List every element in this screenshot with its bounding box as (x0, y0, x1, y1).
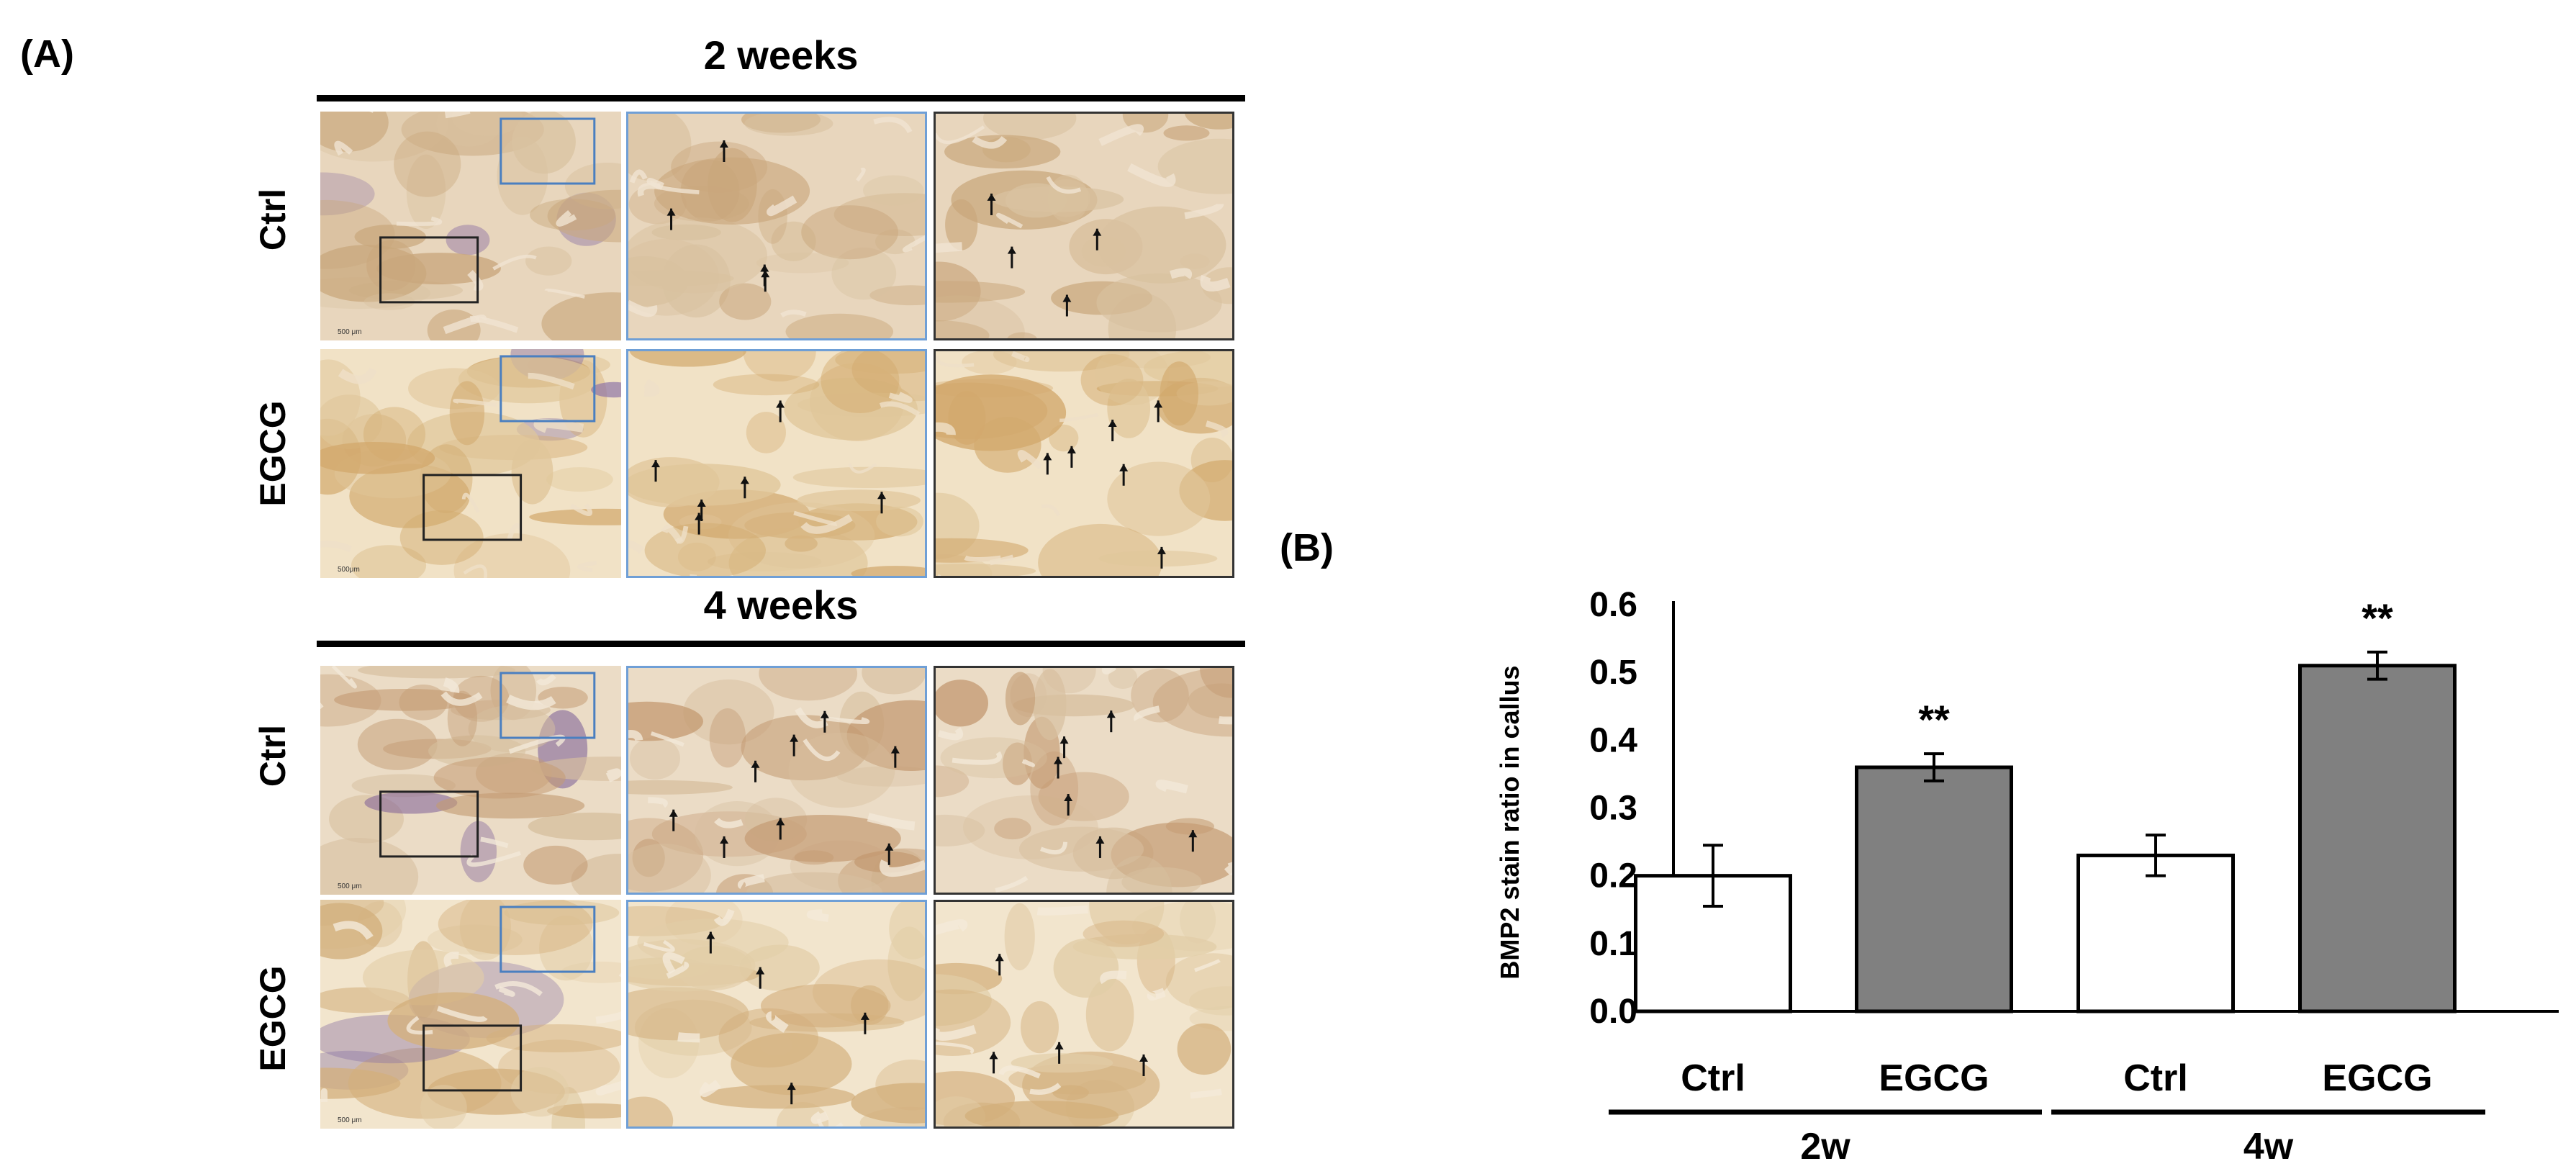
panel-b-letter: (B) (1280, 526, 1334, 569)
scale-bar-label-r4: 500 μm (338, 1116, 362, 1124)
y-axis-label: BMP2 stain ratio in callus (1495, 665, 1524, 979)
significance-marker: ** (2362, 595, 2393, 641)
micrograph-r3-c3 (934, 666, 1234, 895)
micrograph-r2-c3 (934, 349, 1234, 578)
row-label-2w-egcg: EGCG (253, 400, 293, 507)
x-tick-label: EGCG (1879, 1057, 1989, 1099)
micrograph-r3-c1: 500 μm (320, 666, 621, 895)
micrograph-r1-c2 (626, 112, 927, 340)
row-label-2w-ctrl: Ctrl (253, 188, 293, 251)
micrograph-r2-c1: 500μm (320, 349, 621, 578)
section-rule-2-weeks (317, 95, 1245, 101)
y-tick-label: 0.4 (1589, 721, 1637, 759)
group-label: 4w (2243, 1126, 2294, 1168)
micrograph-r3-c2 (626, 666, 927, 895)
y-tick-label: 0.2 (1589, 857, 1637, 895)
scale-bar-label-r3: 500 μm (338, 882, 362, 890)
scale-bar-label-r1: 500 μm (338, 328, 362, 336)
y-tick-label: 0.1 (1589, 925, 1637, 963)
y-tick-label: 0.0 (1589, 993, 1637, 1031)
y-tick-label: 0.5 (1589, 654, 1637, 692)
bmp2-bar-chart: 0.0 0.1 0.2 0.3 0.4 0.5 0.6 BMP2 stain ratio in… (1495, 586, 2559, 1168)
x-tick-label: Ctrl (1681, 1057, 1745, 1099)
scale-bar-label-r2: 500μm (338, 566, 360, 574)
section-title-2-weeks: 2 weeks (703, 32, 859, 78)
bar (2076, 853, 2235, 1013)
bar (2298, 664, 2457, 1013)
micrograph-r1-c1: 500 μm (320, 112, 621, 340)
y-tick-label: 0.6 (1589, 586, 1637, 624)
row-label-4w-ctrl: Ctrl (253, 724, 293, 787)
micrograph-r4-c2 (626, 900, 927, 1129)
micrograph-r4-c1: 500 μm (320, 900, 621, 1129)
x-tick-label: EGCG (2322, 1057, 2432, 1099)
panel-a-letter: (A) (20, 32, 74, 76)
significance-marker: ** (1918, 697, 1950, 742)
x-tick-label: Ctrl (2123, 1057, 2188, 1099)
micrograph-r2-c2 (626, 349, 927, 578)
bar (1855, 765, 2013, 1013)
micrograph-r1-c3 (934, 112, 1234, 340)
y-tick-label: 0.3 (1589, 790, 1637, 828)
row-label-4w-egcg: EGCG (253, 965, 293, 1072)
section-title-4-weeks: 4 weeks (703, 582, 859, 628)
micrograph-r4-c3 (934, 900, 1234, 1129)
section-rule-4-weeks (317, 641, 1245, 647)
group-label: 2w (1800, 1126, 1850, 1168)
